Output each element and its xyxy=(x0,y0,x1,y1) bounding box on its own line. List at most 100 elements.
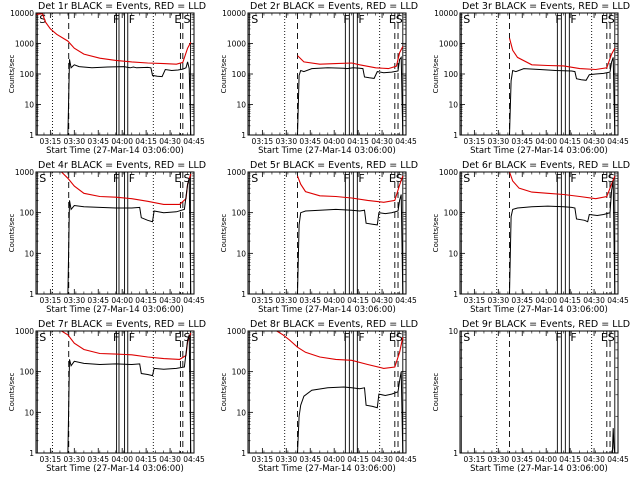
y-tick-label: 1 xyxy=(29,449,34,458)
plot-frame xyxy=(247,12,407,136)
marker-label-e: E xyxy=(601,172,608,185)
marker-label-e: E xyxy=(174,13,181,26)
y-tick-label: 1 xyxy=(453,449,458,458)
y-tick-label: 1 xyxy=(453,131,458,140)
x-tick-label: 04:30 xyxy=(371,455,393,464)
x-tick-label: 04:15 xyxy=(559,296,581,305)
series-lld xyxy=(61,331,192,360)
marker-label-s: S xyxy=(396,13,403,26)
x-tick-label: 03:15 xyxy=(464,137,486,146)
y-axis-label: Counts/sec xyxy=(432,214,440,253)
x-tick-label: 04:45 xyxy=(183,455,205,464)
plot-frame xyxy=(35,12,195,136)
x-tick-label: 03:15 xyxy=(464,296,486,305)
y-tick-label: 10 xyxy=(448,249,458,258)
x-axis-label: Start Time (27-Mar-14 03:06:00) xyxy=(470,305,608,315)
x-tick-label: 04:30 xyxy=(583,296,605,305)
y-tick-label: 1000 xyxy=(439,168,458,177)
y-axis-label: Counts/sec xyxy=(432,55,440,94)
series-lld xyxy=(276,331,404,369)
x-tick-label: 04:30 xyxy=(371,296,393,305)
x-tick-label: 04:00 xyxy=(535,137,557,146)
marker-label-s: S xyxy=(463,331,470,344)
marker-label-s: S xyxy=(463,172,470,185)
y-tick-label: 10000 xyxy=(434,9,458,18)
x-tick-label: 03:30 xyxy=(63,137,85,146)
y-tick-label: 1000 xyxy=(227,40,246,49)
x-tick-label: 04:30 xyxy=(583,137,605,146)
x-tick-label: 03:30 xyxy=(275,137,297,146)
panel-5: Det 5r BLACK = Events, RED = LLD 1 10 100 10… xyxy=(220,160,418,315)
x-axis-label: Start Time (27-Mar-14 03:06:00) xyxy=(46,146,184,156)
y-tick-label: 10000 xyxy=(10,9,34,18)
y-tick-label: 1000 xyxy=(15,168,34,177)
y-tick-label: 1000 xyxy=(227,168,246,177)
x-tick-label: 04:00 xyxy=(111,455,133,464)
y-tick-label: 10 xyxy=(24,101,34,110)
marker-label-f: F xyxy=(570,13,576,26)
marker-label-e: E xyxy=(389,331,396,344)
panel-4: Det 4r BLACK = Events, RED = LLD 1 10 100 10… xyxy=(8,160,206,315)
marker-label-f: F xyxy=(570,172,576,185)
y-tick-label: 100 xyxy=(444,70,459,79)
x-tick-label: 04:15 xyxy=(347,455,369,464)
x-axis-label: Start Time (27-Mar-14 03:06:00) xyxy=(258,464,396,474)
y-tick-label: 10000 xyxy=(222,9,246,18)
x-tick-label: 04:00 xyxy=(535,455,557,464)
y-axis-label: Counts/sec xyxy=(8,214,16,253)
series-lld xyxy=(508,172,616,200)
y-tick-label: 1 xyxy=(29,131,34,140)
marker-label-s: S xyxy=(608,331,615,344)
y-tick-label: 1 xyxy=(241,290,246,299)
x-tick-label: 03:45 xyxy=(299,455,321,464)
marker-label-f: F xyxy=(555,172,561,185)
series-lld xyxy=(36,13,192,65)
panel-title: Det 8r BLACK = Events, RED = LLD xyxy=(250,319,418,330)
marker-label-s: S xyxy=(251,331,258,344)
panel-1: Det 1r BLACK = Events, RED = LLD 1 10 100 10… xyxy=(8,1,206,156)
panel-title: Det 5r BLACK = Events, RED = LLD xyxy=(250,160,418,171)
x-axis-label: Start Time (27-Mar-14 03:06:00) xyxy=(470,146,608,156)
panel-9: Det 9r BLACK = Events, RED = LLD 1 10 Count… xyxy=(432,319,630,474)
marker-label-f: F xyxy=(555,331,561,344)
series-events xyxy=(67,178,192,294)
marker-label-s: S xyxy=(39,13,46,26)
x-tick-label: 03:30 xyxy=(63,296,85,305)
y-tick-label: 100 xyxy=(232,368,247,377)
x-tick-label: 04:45 xyxy=(395,137,417,146)
marker-label-s: S xyxy=(608,13,615,26)
x-axis-label: Start Time (27-Mar-14 03:06:00) xyxy=(258,146,396,156)
x-tick-label: 03:15 xyxy=(40,455,62,464)
x-tick-label: 03:30 xyxy=(487,455,509,464)
panel-7: Det 7r BLACK = Events, RED = LLD 1 10 100 10… xyxy=(8,319,206,474)
marker-label-f: F xyxy=(570,331,576,344)
y-tick-label: 100 xyxy=(20,209,35,218)
panel-title: Det 4r BLACK = Events, RED = LLD xyxy=(38,160,206,171)
series-events xyxy=(509,57,616,135)
x-tick-label: 03:30 xyxy=(63,455,85,464)
marker-label-s: S xyxy=(183,172,190,185)
x-tick-label: 04:15 xyxy=(347,137,369,146)
x-tick-label: 03:45 xyxy=(299,296,321,305)
x-tick-label: 04:15 xyxy=(135,137,157,146)
marker-label-f: F xyxy=(555,13,561,26)
x-tick-label: 03:30 xyxy=(487,296,509,305)
x-tick-label: 04:15 xyxy=(347,296,369,305)
marker-label-s: S xyxy=(183,13,190,26)
series-events xyxy=(509,180,616,294)
x-tick-label: 04:45 xyxy=(395,296,417,305)
panel-2: Det 2r BLACK = Events, RED = LLD 1 10 100 10… xyxy=(220,1,418,156)
x-tick-label: 04:00 xyxy=(535,296,557,305)
y-tick-label: 1 xyxy=(241,449,246,458)
x-tick-label: 04:00 xyxy=(323,455,345,464)
series-events xyxy=(67,334,192,453)
series-lld xyxy=(296,175,404,203)
panel-8: Det 8r BLACK = Events, RED = LLD 1 10 100 10… xyxy=(220,319,418,474)
marker-label-s: S xyxy=(463,13,470,26)
marker-label-s: S xyxy=(608,172,615,185)
x-tick-label: 04:15 xyxy=(135,296,157,305)
marker-label-s: S xyxy=(251,13,258,26)
x-axis-label: Start Time (27-Mar-14 03:06:00) xyxy=(46,305,184,315)
x-tick-label: 04:30 xyxy=(159,455,181,464)
marker-label-e: E xyxy=(174,172,181,185)
